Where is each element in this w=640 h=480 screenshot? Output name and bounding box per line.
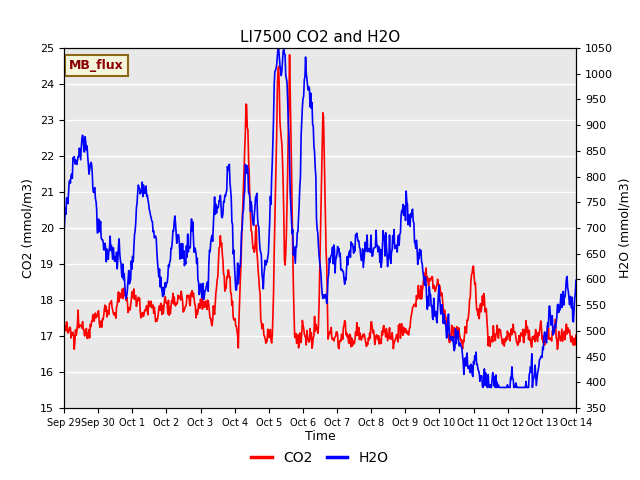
H2O <box>358 257 366 263</box>
CO2 <box>372 337 380 343</box>
Line: CO2: CO2 <box>64 55 576 349</box>
CO2 <box>387 335 395 340</box>
H2O <box>479 384 487 390</box>
CO2 <box>554 347 561 352</box>
Text: MB_flux: MB_flux <box>69 59 124 72</box>
H2O <box>372 244 380 250</box>
CO2 <box>572 332 580 338</box>
Y-axis label: CO2 (mmol/m3): CO2 (mmol/m3) <box>22 178 35 278</box>
CO2 <box>60 327 68 333</box>
X-axis label: Time: Time <box>305 431 335 444</box>
CO2 <box>358 334 366 339</box>
CO2 <box>502 339 509 345</box>
CO2 <box>449 329 457 335</box>
Y-axis label: H2O (mmol/m3): H2O (mmol/m3) <box>619 178 632 278</box>
H2O <box>449 334 457 339</box>
Line: H2O: H2O <box>64 48 576 387</box>
H2O <box>502 384 510 390</box>
CO2 <box>285 52 293 58</box>
H2O <box>60 231 68 237</box>
H2O <box>572 277 580 283</box>
H2O <box>387 261 395 266</box>
H2O <box>92 195 99 201</box>
Legend: CO2, H2O: CO2, H2O <box>246 445 394 471</box>
Title: LI7500 CO2 and H2O: LI7500 CO2 and H2O <box>240 30 400 46</box>
CO2 <box>92 310 99 316</box>
H2O <box>274 45 282 51</box>
